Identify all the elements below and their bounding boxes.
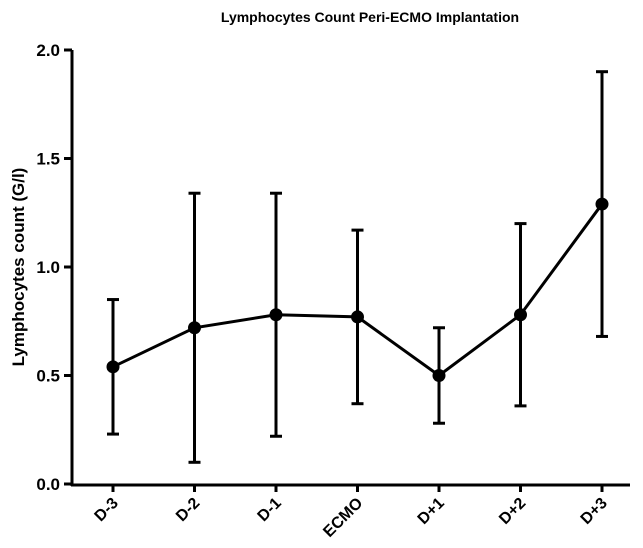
point: [106, 360, 120, 374]
x-tick-label: D-2: [173, 495, 203, 525]
x-tick-label: ECMO: [320, 495, 366, 541]
x-tick-label: D+2: [496, 495, 529, 528]
point: [188, 321, 201, 335]
y-tick-label: 0.5: [36, 367, 60, 386]
y-tick-label: 0.0: [36, 475, 60, 494]
y-tick-label: 1.5: [36, 150, 60, 169]
x-tick-label: D-1: [255, 495, 285, 525]
point: [514, 308, 527, 322]
point: [269, 308, 283, 322]
point: [432, 369, 446, 382]
x-tick-label: D+1: [415, 495, 448, 528]
y-axis-label: Lymphocytes count (G/l): [9, 168, 28, 367]
y-tick-label: 1.0: [36, 258, 60, 277]
x-tick-label: D+3: [578, 495, 611, 528]
point: [351, 310, 364, 324]
x-tick-label: D-3: [92, 495, 122, 525]
chart-title: Lymphocytes Count Peri-ECMO Implantation: [221, 9, 519, 25]
y-tick-label: 2.0: [36, 41, 60, 60]
point: [595, 197, 609, 211]
